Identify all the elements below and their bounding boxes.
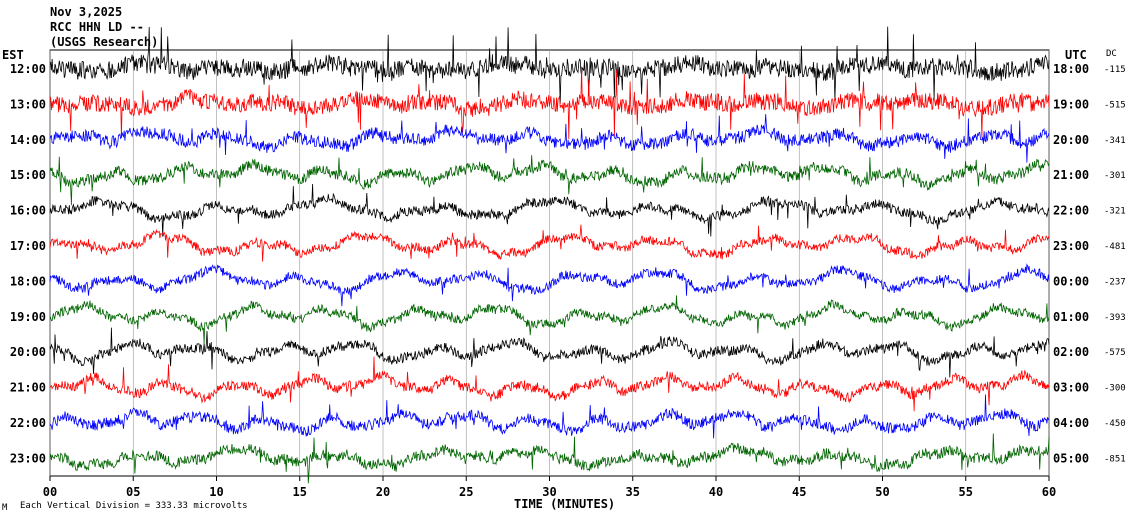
seismic-trace — [49, 295, 1050, 344]
x-tick-label: 35 — [626, 485, 640, 499]
x-tick-label: 10 — [209, 485, 223, 499]
dc-offset-label: -115 — [1104, 65, 1126, 75]
dc-offset-label: -450 — [1104, 419, 1126, 429]
dc-offset-label: -237 — [1104, 277, 1126, 287]
x-tick-label: 15 — [293, 485, 307, 499]
utc-hour-label: 18:00 — [1053, 62, 1089, 76]
x-tick-label: 20 — [376, 485, 390, 499]
seismic-trace — [49, 394, 1050, 439]
seismic-trace — [49, 327, 1050, 378]
dc-offset-labels: -115 -515 -341 -301 -321 -481 -237 -393 -575 -300… — [1104, 65, 1126, 464]
date-label: Nov 3,2025 — [50, 5, 123, 19]
x-tick-label: 00 — [43, 485, 57, 499]
seismic-trace — [49, 433, 1050, 484]
x-tick-label: 55 — [959, 485, 973, 499]
x-tick-label: 60 — [1042, 485, 1056, 499]
utc-hour-labels: 18:00 19:00 20:00 21:00 22:00 23:00 00:00 01:00… — [1053, 62, 1089, 465]
est-hour-label: 18:00 — [10, 274, 46, 288]
est-hour-label: 19:00 — [10, 310, 46, 324]
utc-hour-label: 19:00 — [1053, 97, 1089, 111]
seismic-trace — [49, 26, 1050, 104]
x-tick-label: 40 — [709, 485, 723, 499]
x-axis-ticks: 00 05 10 15 20 25 30 35 40 45 50 55 60 — [43, 476, 1056, 499]
utc-hour-label: 05:00 — [1053, 451, 1089, 465]
utc-hour-label: 04:00 — [1053, 416, 1089, 430]
dc-header: DC — [1106, 49, 1117, 59]
scale-note: Each Vertical Division = 333.33 microvol… — [20, 501, 248, 511]
seismic-trace — [49, 263, 1050, 307]
est-hour-label: 12:00 — [10, 62, 46, 76]
dc-offset-label: -515 — [1104, 100, 1126, 110]
utc-hour-label: 21:00 — [1053, 168, 1089, 182]
est-hour-label: 17:00 — [10, 239, 46, 253]
x-tick-label: 50 — [875, 485, 889, 499]
est-axis-label: EST — [2, 48, 24, 62]
seismic-trace — [49, 183, 1050, 237]
x-axis-title: TIME (MINUTES) — [514, 497, 616, 511]
trace-group — [49, 26, 1050, 484]
x-tick-label: 25 — [459, 485, 473, 499]
dc-offset-label: -321 — [1104, 207, 1126, 217]
utc-hour-label: 03:00 — [1053, 381, 1089, 395]
dc-offset-label: -301 — [1104, 171, 1126, 181]
x-tick-label: 45 — [792, 485, 806, 499]
est-hour-label: 13:00 — [10, 97, 46, 111]
est-hour-label: 16:00 — [10, 204, 46, 218]
seismic-trace — [49, 224, 1050, 262]
seismic-trace — [49, 114, 1050, 163]
utc-hour-label: 23:00 — [1053, 239, 1089, 253]
seismic-trace — [49, 356, 1050, 412]
dc-offset-label: -300 — [1104, 384, 1126, 394]
seismic-trace — [49, 66, 1050, 140]
source-label: (USGS Research) — [50, 35, 159, 49]
utc-hour-label: 20:00 — [1053, 133, 1089, 147]
x-tick-label: 05 — [126, 485, 140, 499]
est-hour-label: 15:00 — [10, 168, 46, 182]
est-hour-label: 21:00 — [10, 381, 46, 395]
est-hour-label: 20:00 — [10, 345, 46, 359]
grid-lines — [49, 50, 1050, 476]
mark-glyph: M — [2, 503, 8, 513]
utc-hour-label: 22:00 — [1053, 204, 1089, 218]
station-label: RCC HHN LD -- — [50, 20, 144, 34]
dc-offset-label: -341 — [1104, 136, 1126, 146]
est-hour-label: 23:00 — [10, 451, 46, 465]
est-hour-label: 14:00 — [10, 133, 46, 147]
utc-hour-label: 00:00 — [1053, 274, 1089, 288]
seismic-trace — [49, 155, 1050, 206]
dc-offset-label: -393 — [1104, 313, 1126, 323]
utc-axis-label: UTC — [1065, 48, 1087, 62]
dc-offset-label: -851 — [1104, 454, 1126, 464]
dc-offset-label: -575 — [1104, 348, 1126, 358]
est-hour-labels: 12:00 13:00 14:00 15:00 16:00 17:00 18:00 19:00… — [10, 62, 46, 465]
x-tick-label: 30 — [542, 485, 556, 499]
dc-offset-label: -481 — [1104, 242, 1126, 252]
est-hour-label: 22:00 — [10, 416, 46, 430]
utc-hour-label: 01:00 — [1053, 310, 1089, 324]
utc-hour-label: 02:00 — [1053, 345, 1089, 359]
